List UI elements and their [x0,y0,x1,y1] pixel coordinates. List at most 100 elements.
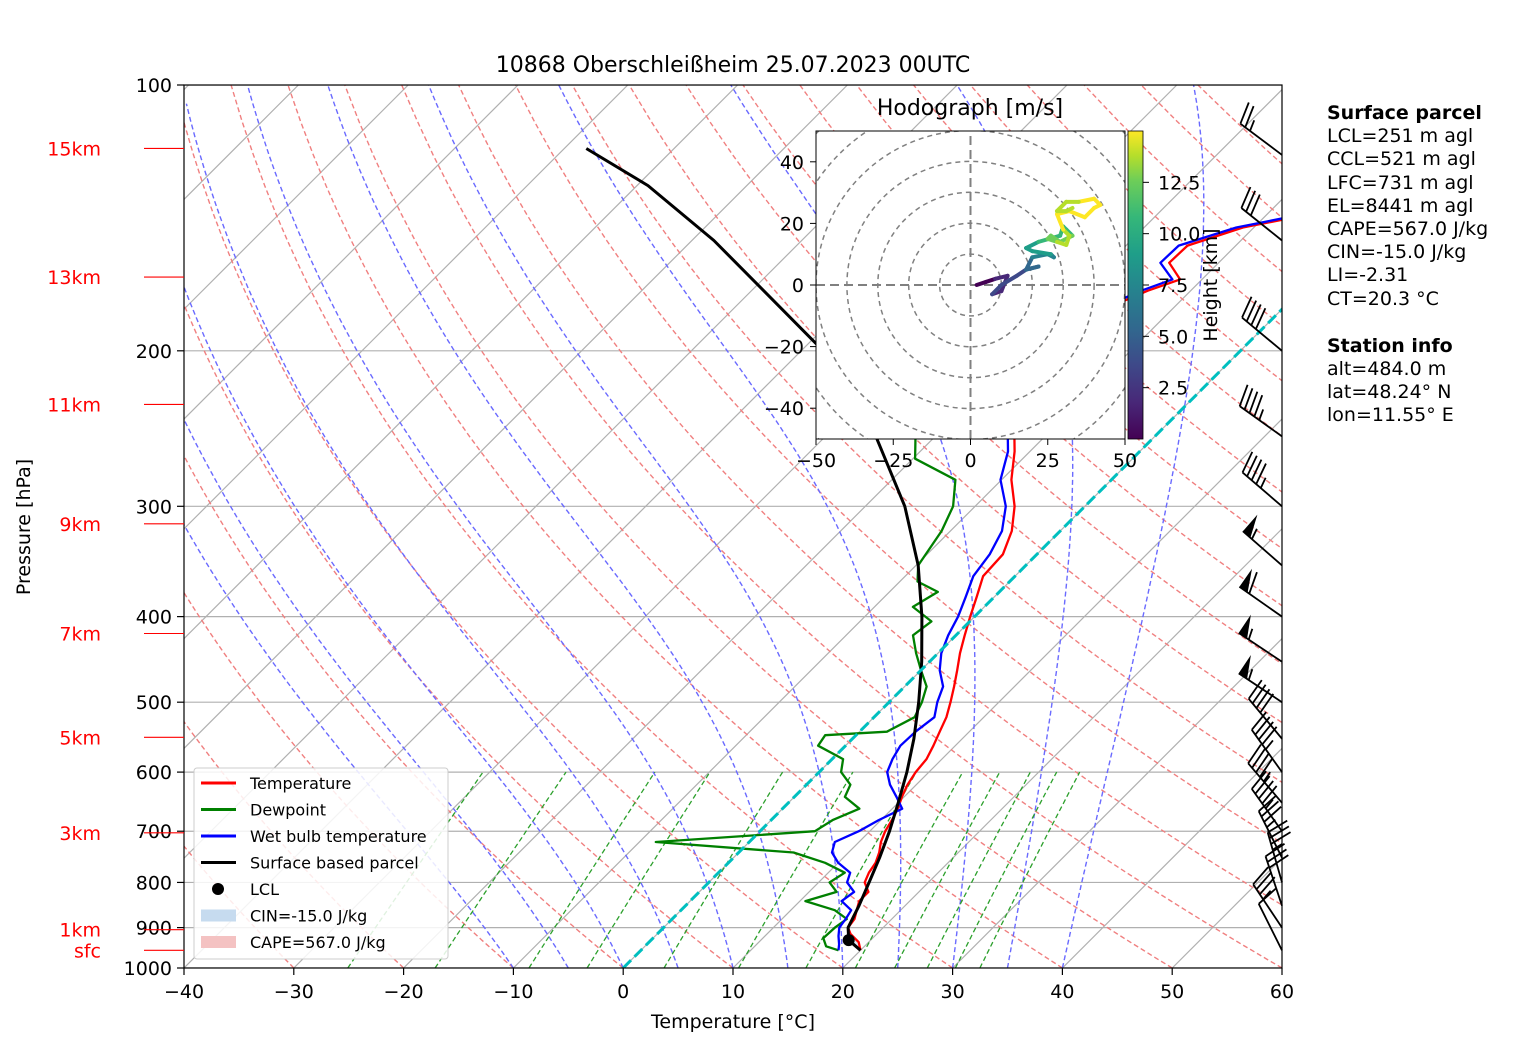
height-label: 11km [47,394,101,416]
wind-barb-full [1241,451,1254,473]
wind-barb-half [1249,119,1256,132]
wind-barb [1239,405,1283,438]
legend: Temperature Dewpoint Wet bulb temperature S… [193,767,449,960]
wind-barb-full [1250,459,1263,481]
moist-adiabat [185,103,679,968]
moist-adiabat [246,85,734,968]
height-label: 9km [59,514,101,536]
wind-barb [1251,788,1283,832]
wind-barb [1247,762,1283,804]
height-label: 13km [47,267,101,289]
x-tick-label: 30 [941,981,965,1003]
wind-barb-full [1259,757,1274,778]
wind-barb [1257,903,1283,951]
wind-barb-full [1266,848,1287,863]
hodograph-y-tick-label: 0 [792,275,804,297]
zero-degree-isotherm [622,307,1282,968]
station-info-lon: lon=11.55° E [1327,404,1454,427]
x-tick-label: 0 [617,981,629,1003]
wind-barb [1266,832,1283,883]
moist-adiabat [558,85,902,968]
mixing-ratio-line [528,771,656,968]
wind-barb-full [1244,105,1255,128]
mixing-ratio-line [586,771,711,968]
x-tick-label: 60 [1270,981,1294,1003]
wind-barb-full [1268,854,1289,869]
mixing-ratio-line [954,771,1058,968]
isotherm-line [184,85,409,311]
surface-parcel-title: Surface parcel [1327,102,1482,124]
wind-barb [1257,810,1283,859]
wind-barb-full [1251,748,1266,769]
hodograph-x-tick-label: 50 [1113,450,1137,472]
wind-barb [1238,672,1283,703]
hodograph-y-tick-label: 40 [780,152,804,174]
wind-barb-full [1258,780,1274,800]
mixing-ratio-line [738,771,854,968]
isotherm-line [184,85,739,640]
dry-adiabat [344,85,1173,968]
wind-barb-half [1247,628,1254,640]
isotherm-line [952,637,1282,968]
y-tick-label: 400 [136,607,172,629]
hodograph-segment [1055,212,1066,232]
surface-parcel-li: LI=-2.31 [1327,264,1409,287]
wind-barb [1241,316,1283,352]
legend-cin-label: CIN=-15.0 J/kg [250,907,367,926]
dry-adiabat [571,85,1282,784]
surface-parcel-el: EL=8441 m agl [1327,194,1474,217]
hodograph-y-tick-label: −40 [764,398,804,420]
wind-barb-full [1240,186,1252,209]
isotherm-line [184,85,519,420]
isotherm-line [184,85,629,530]
legend-lcl-label: LCL [250,880,279,899]
wind-barb-full [1248,391,1259,414]
wind-barb-full [1265,842,1286,858]
wind-barb [1240,207,1283,242]
mixing-ratio-line [894,771,1001,968]
wind-barb-full [1241,296,1253,318]
x-axis: −40 −30 −20 −10 0 10 20 30 40 50 60 [164,968,1294,1003]
wind-barb-full [1243,387,1254,410]
hodograph-segment [1076,196,1097,204]
wind-barb-full [1255,307,1267,330]
wind-barb-flag [1239,568,1252,593]
wind-barb-full [1252,866,1269,885]
wind-barb-full [1239,102,1250,125]
colorbar-tick-label: 5.0 [1158,326,1188,348]
wind-barb-flag [1238,614,1251,639]
x-axis-label: Temperature [°C] [650,1011,815,1033]
wind-barb-half [1259,477,1267,489]
x-tick-label: −20 [384,981,424,1003]
colorbar-tick-label: 7.5 [1158,275,1188,297]
wind-barb-full [1260,800,1280,818]
isotherm-line [732,418,1282,968]
station-info-lat: lat=48.24° N [1327,381,1452,404]
mixing-ratio-line [434,771,567,968]
wind-barb-half [1265,739,1274,750]
temperature-line [846,218,1282,951]
isotherm-line [184,85,848,750]
legend-cin-swatch [201,909,236,922]
surface-parcel-cin: CIN=-15.0 J/kg [1327,241,1467,264]
hodograph-title: Hodograph [m/s] [877,96,1063,121]
dry-adiabat [184,454,624,968]
y-tick-label: 300 [136,496,172,518]
wind-barb-full [1255,871,1273,890]
wind-barb-full [1245,190,1256,213]
legend-box [193,767,449,960]
wind-barb-full [1255,463,1267,485]
x-tick-label: 20 [831,981,855,1003]
wind-barb-half [1262,890,1272,900]
legend-cape-label: CAPE=567.0 J/kg [250,933,386,952]
wind-barb-full [1247,679,1263,700]
moist-adiabat [327,85,789,968]
y-tick-label: 900 [136,918,172,940]
colorbar-tick-label: 2.5 [1158,378,1188,400]
surface-parcel-ccl: CCL=521 m agl [1327,148,1476,171]
wind-barb-half [1258,409,1265,421]
hodograph-x-tick-label: −50 [796,450,836,472]
hodograph-segment [1064,206,1075,214]
wind-barb-full [1254,775,1271,795]
